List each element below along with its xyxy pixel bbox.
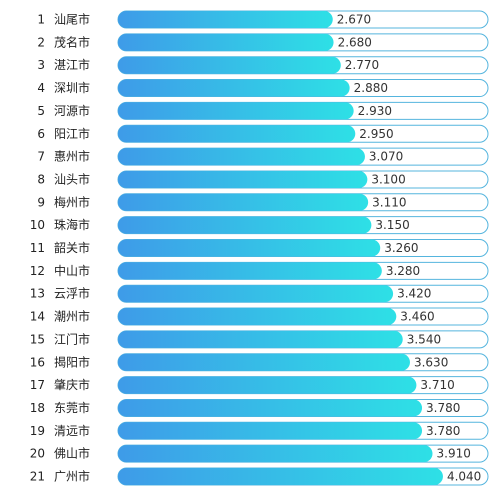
value-label: 3.100 bbox=[371, 172, 405, 186]
value-label: 2.930 bbox=[358, 104, 392, 118]
category-label: 阳江市 bbox=[54, 126, 90, 141]
rank-label: 11 bbox=[30, 241, 45, 255]
bar bbox=[118, 262, 382, 280]
value-label: 3.070 bbox=[369, 150, 403, 164]
bar bbox=[118, 468, 443, 485]
category-label: 佛山市 bbox=[54, 446, 90, 461]
bar bbox=[118, 216, 372, 234]
bar bbox=[118, 11, 333, 28]
rank-label: 17 bbox=[30, 378, 45, 392]
bar bbox=[118, 193, 369, 211]
rank-label: 8 bbox=[37, 172, 45, 186]
value-label: 3.280 bbox=[386, 264, 420, 278]
value-label: 2.770 bbox=[345, 58, 379, 72]
rank-label: 15 bbox=[30, 332, 45, 346]
value-label: 3.150 bbox=[375, 218, 409, 232]
value-label: 2.680 bbox=[338, 35, 372, 49]
bar bbox=[118, 102, 354, 120]
value-label: 4.040 bbox=[447, 470, 481, 484]
value-label: 3.540 bbox=[407, 332, 441, 346]
value-label: 2.670 bbox=[337, 13, 371, 27]
category-label: 云浮市 bbox=[54, 286, 90, 301]
category-label: 揭阳市 bbox=[54, 354, 90, 369]
bar bbox=[118, 353, 410, 371]
category-label: 梅州市 bbox=[54, 194, 90, 209]
category-label: 肇庆市 bbox=[54, 377, 90, 392]
rank-label: 18 bbox=[30, 401, 45, 415]
rank-label: 3 bbox=[37, 58, 45, 72]
value-label: 3.780 bbox=[426, 401, 460, 415]
bar bbox=[118, 285, 394, 303]
bar bbox=[118, 422, 423, 440]
value-label: 3.460 bbox=[400, 310, 434, 324]
bar bbox=[118, 79, 350, 97]
bar bbox=[118, 376, 417, 394]
rank-label: 7 bbox=[37, 150, 45, 164]
value-label: 3.110 bbox=[372, 195, 406, 209]
category-label: 汕尾市 bbox=[54, 12, 90, 27]
category-label: 深圳市 bbox=[54, 80, 90, 95]
rank-label: 19 bbox=[30, 424, 45, 438]
rank-label: 20 bbox=[30, 447, 45, 461]
bar bbox=[118, 170, 368, 188]
value-label: 2.950 bbox=[359, 127, 393, 141]
category-label: 潮州市 bbox=[54, 309, 90, 324]
value-label: 2.880 bbox=[354, 81, 388, 95]
value-label: 3.420 bbox=[397, 287, 431, 301]
bar bbox=[118, 330, 403, 348]
rank-label: 16 bbox=[30, 355, 45, 369]
rank-label: 21 bbox=[30, 470, 45, 484]
bar bbox=[118, 308, 397, 326]
value-label: 3.260 bbox=[384, 241, 418, 255]
category-label: 湛江市 bbox=[54, 57, 90, 72]
category-label: 东莞市 bbox=[54, 400, 90, 415]
category-label: 清远市 bbox=[54, 423, 90, 438]
value-label: 3.910 bbox=[437, 447, 471, 461]
rank-label: 13 bbox=[30, 287, 45, 301]
value-label: 3.630 bbox=[414, 355, 448, 369]
bar bbox=[118, 33, 334, 51]
bar bbox=[118, 56, 341, 74]
category-label: 河源市 bbox=[54, 103, 90, 118]
rank-label: 1 bbox=[37, 13, 45, 27]
category-label: 汕头市 bbox=[54, 171, 90, 186]
category-label: 惠州市 bbox=[54, 149, 90, 164]
rank-label: 5 bbox=[37, 104, 45, 118]
bar bbox=[118, 148, 365, 166]
bar bbox=[118, 125, 356, 143]
rank-label: 2 bbox=[37, 35, 45, 49]
value-label: 3.780 bbox=[426, 424, 460, 438]
rank-label: 12 bbox=[30, 264, 45, 278]
category-label: 广州市 bbox=[54, 469, 90, 484]
bar bbox=[118, 239, 381, 257]
rank-label: 9 bbox=[37, 195, 45, 209]
category-label: 中山市 bbox=[54, 263, 90, 278]
bar bbox=[118, 445, 433, 463]
rank-label: 4 bbox=[37, 81, 45, 95]
rank-label: 14 bbox=[30, 310, 45, 324]
bar bbox=[118, 399, 423, 417]
rank-label: 10 bbox=[30, 218, 45, 232]
rank-label: 6 bbox=[37, 127, 45, 141]
category-label: 韶关市 bbox=[54, 240, 90, 255]
category-label: 江门市 bbox=[54, 331, 90, 346]
value-label: 3.710 bbox=[420, 378, 454, 392]
category-label: 茂名市 bbox=[54, 34, 90, 49]
chart-rows: 1 汕尾市 2.670 2 茂名市 2.680 3 湛江市 2.770 4 深圳市 2.880 5 河源市… bbox=[30, 10, 489, 486]
category-label: 珠海市 bbox=[54, 217, 90, 232]
